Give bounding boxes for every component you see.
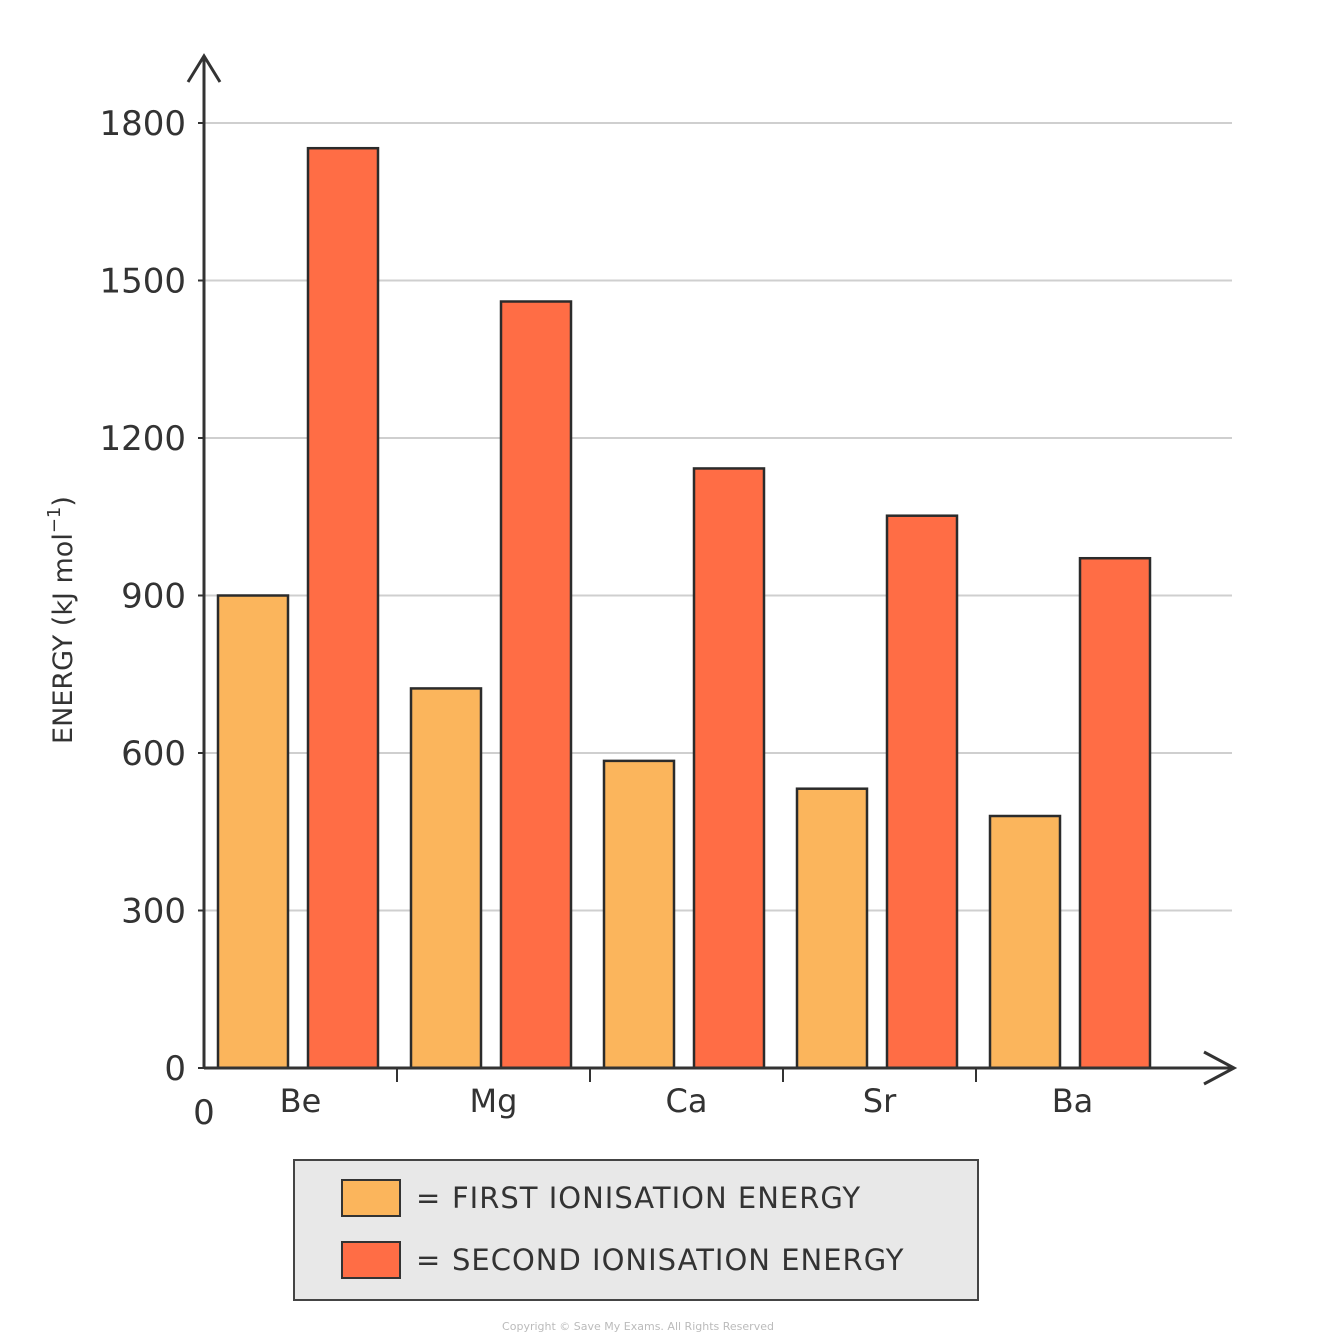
y-tick-labels: 0 300 600 900 1200 1500 1800: [99, 104, 204, 1089]
x-axis-arrow: [1203, 1050, 1238, 1086]
y-tick-label-600: 600: [121, 734, 186, 774]
y-tick-label-300: 300: [121, 892, 186, 932]
category-label-ca: Ca: [666, 1082, 708, 1120]
bar-ba-second: [1078, 556, 1152, 1070]
y-tick-label-1500: 1500: [99, 262, 186, 302]
bar-ba-first: [988, 814, 1062, 1070]
category-label-ba: Ba: [1052, 1082, 1094, 1120]
y-axis-label-main: ENERGY (kJ mol: [48, 533, 79, 744]
y-tick-label-900: 900: [121, 577, 186, 617]
bar-be-first: [216, 594, 290, 1070]
legend-label-second: SECOND IONISATION ENERGY: [452, 1243, 904, 1277]
bar-ca-second: [692, 467, 766, 1070]
legend-eq-first: =: [416, 1181, 441, 1215]
legend: = FIRST IONISATION ENERGY = SECOND IONIS…: [293, 1159, 979, 1301]
y-tick-label-0: 0: [164, 1049, 186, 1089]
copyright-notice: Copyright © Save My Exams. All Rights Re…: [502, 1320, 774, 1333]
y-tick-label-1800: 1800: [99, 104, 186, 144]
origin-label: 0: [193, 1093, 215, 1133]
bar-mg-second: [499, 300, 573, 1070]
bar-be-second: [306, 146, 380, 1070]
y-axis-label: ENERGY (kJ mol−1): [44, 496, 79, 744]
x-tick-marks: [396, 1068, 977, 1082]
bars: [216, 146, 1152, 1070]
bar-sr-second: [885, 514, 959, 1070]
axes: [186, 53, 1238, 1086]
legend-label-first: FIRST IONISATION ENERGY: [452, 1181, 861, 1215]
legend-swatch-first: [341, 1179, 401, 1217]
legend-swatch-second: [341, 1241, 401, 1279]
bar-sr-first: [795, 787, 869, 1070]
category-labels: Be Mg Ca Sr Ba: [280, 1082, 1094, 1120]
category-label-sr: Sr: [863, 1082, 897, 1120]
category-label-be: Be: [280, 1082, 322, 1120]
bar-mg-first: [409, 687, 483, 1070]
y-axis-arrow: [186, 53, 222, 83]
y-axis-label-superscript: −1: [44, 507, 65, 534]
legend-box: [293, 1159, 979, 1301]
y-tick-label-1200: 1200: [99, 419, 186, 459]
bar-ca-first: [602, 759, 676, 1070]
category-label-mg: Mg: [470, 1082, 518, 1120]
y-axis-label-close: ): [48, 496, 79, 507]
legend-eq-second: =: [416, 1243, 441, 1277]
